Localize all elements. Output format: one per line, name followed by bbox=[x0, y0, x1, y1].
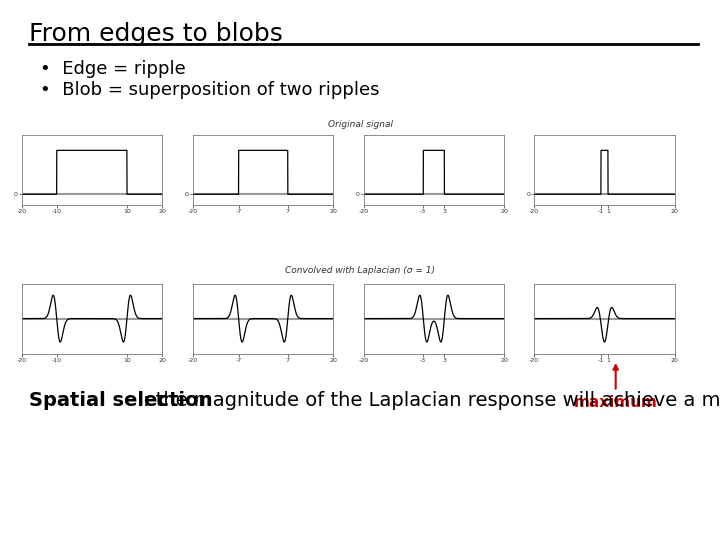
Text: : the magnitude of the Laplacian response will achieve a maximum at the center o: : the magnitude of the Laplacian respons… bbox=[143, 392, 720, 410]
Text: •  Edge = ripple: • Edge = ripple bbox=[40, 60, 185, 78]
Text: Spatial selection: Spatial selection bbox=[29, 392, 212, 410]
Text: Original signal: Original signal bbox=[328, 119, 392, 129]
Text: maximum: maximum bbox=[574, 395, 657, 410]
Text: Convolved with Laplacian (σ = 1): Convolved with Laplacian (σ = 1) bbox=[285, 266, 435, 275]
Text: •  Blob = superposition of two ripples: • Blob = superposition of two ripples bbox=[40, 81, 379, 99]
Text: From edges to blobs: From edges to blobs bbox=[29, 22, 283, 45]
